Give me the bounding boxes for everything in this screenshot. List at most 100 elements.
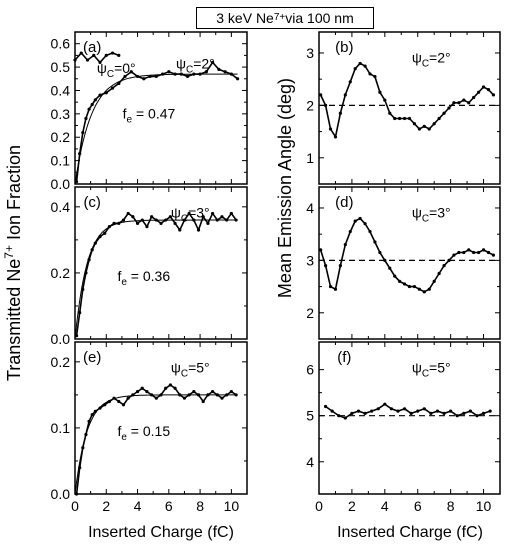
data-point bbox=[343, 416, 347, 420]
y-tick-label: 3 bbox=[306, 45, 314, 61]
x-tick-label: 8 bbox=[447, 498, 455, 514]
data-point bbox=[472, 95, 476, 100]
data-point bbox=[330, 409, 334, 413]
panel-label: (e) bbox=[83, 349, 101, 366]
data-point bbox=[486, 250, 491, 255]
psi-annotation: ψC=3° bbox=[412, 204, 451, 224]
data-point bbox=[396, 409, 400, 413]
data-point bbox=[185, 74, 190, 79]
data-point bbox=[150, 215, 154, 219]
data-point bbox=[192, 389, 196, 394]
panel-label: (c) bbox=[83, 194, 101, 211]
data-point bbox=[455, 414, 459, 418]
x-tick-label: 4 bbox=[134, 498, 142, 514]
psi-annotation: ψC=2° bbox=[412, 49, 451, 69]
data-point bbox=[167, 70, 171, 74]
data-point bbox=[333, 135, 338, 139]
data-point bbox=[488, 409, 492, 413]
panel-d-frame bbox=[318, 186, 501, 340]
data-point bbox=[422, 124, 426, 128]
data-point bbox=[409, 411, 413, 415]
data-point bbox=[472, 250, 476, 255]
data-point bbox=[135, 389, 140, 394]
data-point bbox=[427, 127, 431, 131]
y-tick-label: 0.2 bbox=[51, 354, 71, 370]
data-point bbox=[447, 258, 451, 262]
data-point bbox=[90, 413, 94, 417]
data-point bbox=[135, 221, 140, 225]
data-point bbox=[368, 229, 372, 234]
data-point bbox=[467, 248, 471, 252]
data-point bbox=[407, 284, 412, 289]
data-point bbox=[220, 215, 224, 219]
x-tick-label: 2 bbox=[348, 498, 356, 514]
fit-curve bbox=[74, 394, 238, 495]
data-point bbox=[145, 389, 149, 394]
x-tick-label: 2 bbox=[102, 498, 110, 514]
data-point bbox=[435, 409, 440, 413]
data-point bbox=[452, 253, 456, 257]
figure-title: 3 keV Ne 7+ via 100 nm bbox=[196, 7, 374, 29]
data-point bbox=[373, 240, 377, 244]
data-point bbox=[356, 409, 361, 413]
data-point bbox=[236, 77, 240, 81]
data-point bbox=[98, 93, 102, 97]
data-point bbox=[164, 386, 168, 390]
y-tick-label: 0.4 bbox=[51, 199, 71, 215]
data-line bbox=[319, 62, 494, 139]
x-tick-label: 0 bbox=[71, 498, 79, 514]
psi-annotation: ψC=5° bbox=[171, 359, 210, 379]
right-y-axis-title: Mean Emission Angle (deg) bbox=[275, 78, 295, 298]
data-point bbox=[416, 409, 420, 413]
x-tick-label: 10 bbox=[224, 498, 240, 514]
fe-annotation: fe = 0.15 bbox=[117, 423, 170, 443]
data-point bbox=[338, 264, 342, 268]
y-tick-label: 0.4 bbox=[51, 82, 71, 98]
panel-f-frame bbox=[318, 341, 501, 495]
data-point bbox=[110, 51, 115, 55]
x-tick-label: 0 bbox=[315, 498, 323, 514]
data-point bbox=[145, 225, 149, 229]
title-post: via 100 nm bbox=[285, 10, 354, 26]
data-point bbox=[74, 492, 79, 496]
y-tick-label: 0.3 bbox=[51, 106, 71, 122]
data-point bbox=[350, 411, 354, 415]
data-point bbox=[319, 248, 323, 252]
data-point bbox=[378, 90, 382, 94]
data-point bbox=[437, 271, 441, 276]
data-point bbox=[160, 72, 165, 76]
panel-d: 2 3 4 (d) ψC=3° bbox=[306, 186, 501, 340]
psi-annotation: ψC=5° bbox=[412, 359, 451, 379]
data-point bbox=[204, 70, 208, 74]
x-axis-title-left: Inserted Charge (fC) bbox=[88, 524, 234, 541]
data-point bbox=[343, 243, 347, 247]
data-point bbox=[481, 85, 486, 89]
data-point bbox=[442, 264, 446, 268]
data-point bbox=[178, 228, 182, 232]
data-point bbox=[412, 284, 417, 289]
fe-annotation: fe = 0.36 bbox=[117, 268, 170, 288]
data-point bbox=[393, 274, 397, 278]
data-point bbox=[373, 74, 377, 79]
data-point bbox=[491, 93, 496, 97]
data-point bbox=[449, 409, 453, 413]
data-point bbox=[388, 266, 392, 270]
x-tick-label: 4 bbox=[381, 498, 389, 514]
y-tick-label: 2 bbox=[306, 97, 314, 113]
data-point bbox=[383, 258, 387, 262]
panel-label: (f) bbox=[337, 349, 351, 366]
data-point bbox=[402, 116, 407, 121]
panel-c: 0.0 0.2 0.4 (c) ψC=3° fe = 0.36 bbox=[51, 186, 248, 347]
data-point bbox=[407, 116, 412, 121]
data-point bbox=[131, 215, 135, 219]
data-point bbox=[462, 98, 466, 102]
data-point bbox=[363, 222, 367, 226]
data-point bbox=[383, 98, 387, 102]
data-point bbox=[142, 77, 146, 81]
data-point bbox=[353, 67, 357, 71]
y-tick-label: 0.5 bbox=[51, 59, 71, 75]
data-point bbox=[159, 221, 163, 225]
data-point bbox=[417, 287, 421, 291]
data-line bbox=[75, 61, 239, 182]
data-point bbox=[117, 399, 121, 404]
